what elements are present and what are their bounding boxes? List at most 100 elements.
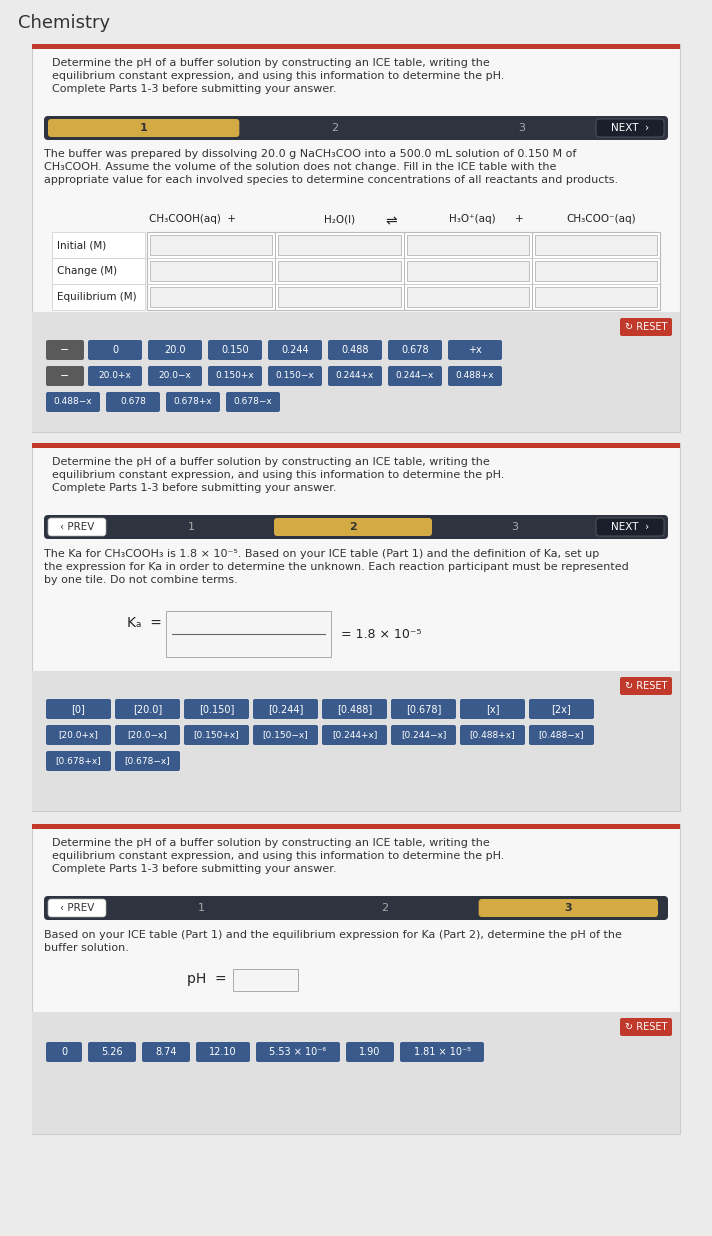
Text: 3: 3: [511, 522, 518, 531]
Bar: [52, 284, 145, 310]
Text: [0.244]: [0.244]: [268, 705, 303, 714]
Text: Equilibrium (M): Equilibrium (M): [57, 292, 137, 302]
FancyBboxPatch shape: [46, 392, 100, 412]
Text: 5.26: 5.26: [101, 1047, 122, 1057]
FancyBboxPatch shape: [46, 726, 111, 745]
Text: [0.678−x]: [0.678−x]: [125, 756, 170, 765]
Text: Chemistry: Chemistry: [18, 14, 110, 32]
FancyBboxPatch shape: [148, 366, 202, 386]
Bar: [32, 44, 680, 49]
Text: 3: 3: [565, 904, 572, 913]
Text: Initial (M): Initial (M): [57, 240, 106, 250]
Text: 0.678: 0.678: [401, 345, 429, 355]
Bar: [32, 824, 680, 1133]
Text: ↻ RESET: ↻ RESET: [625, 681, 667, 691]
Text: Determine the pH of a buffer solution by constructing an ICE table, writing the
: Determine the pH of a buffer solution by…: [52, 58, 504, 94]
Bar: [535, 287, 657, 307]
FancyBboxPatch shape: [196, 1042, 250, 1062]
FancyBboxPatch shape: [184, 700, 249, 719]
Text: 1.90: 1.90: [360, 1047, 381, 1057]
FancyBboxPatch shape: [400, 1042, 484, 1062]
Bar: [535, 235, 657, 255]
FancyBboxPatch shape: [88, 340, 142, 360]
Bar: [150, 287, 272, 307]
Text: 20.0−x: 20.0−x: [159, 372, 192, 381]
FancyBboxPatch shape: [388, 366, 442, 386]
FancyBboxPatch shape: [226, 392, 280, 412]
Text: [0]: [0]: [72, 705, 85, 714]
FancyBboxPatch shape: [44, 116, 668, 140]
Text: 3: 3: [518, 124, 525, 133]
FancyBboxPatch shape: [208, 366, 262, 386]
FancyBboxPatch shape: [115, 726, 180, 745]
Bar: [407, 287, 529, 307]
FancyBboxPatch shape: [620, 1018, 672, 1036]
Text: ↻ RESET: ↻ RESET: [625, 323, 667, 332]
FancyBboxPatch shape: [268, 340, 322, 360]
Text: 0.244: 0.244: [281, 345, 309, 355]
Bar: [32, 442, 680, 811]
FancyBboxPatch shape: [44, 515, 668, 539]
Text: [0.488]: [0.488]: [337, 705, 372, 714]
Text: Based on your ICE table (Part 1) and the equilibrium expression for Ka (Part 2),: Based on your ICE table (Part 1) and the…: [44, 929, 622, 953]
FancyBboxPatch shape: [388, 340, 442, 360]
FancyBboxPatch shape: [596, 518, 664, 536]
FancyBboxPatch shape: [256, 1042, 340, 1062]
Text: 12.10: 12.10: [209, 1047, 237, 1057]
Bar: [32, 824, 680, 829]
Text: 0.678−x: 0.678−x: [234, 398, 273, 407]
Text: pH  =: pH =: [187, 971, 227, 986]
Text: NEXT  ›: NEXT ›: [611, 124, 649, 133]
Text: [0.150−x]: [0.150−x]: [263, 730, 308, 739]
FancyBboxPatch shape: [106, 392, 160, 412]
FancyBboxPatch shape: [46, 1042, 82, 1062]
FancyBboxPatch shape: [46, 340, 84, 360]
FancyBboxPatch shape: [322, 726, 387, 745]
FancyBboxPatch shape: [46, 366, 84, 386]
FancyBboxPatch shape: [208, 340, 262, 360]
Bar: [32, 1012, 680, 1133]
FancyBboxPatch shape: [391, 726, 456, 745]
Text: 1: 1: [140, 124, 147, 133]
Text: 1: 1: [198, 904, 205, 913]
FancyBboxPatch shape: [48, 899, 106, 917]
FancyBboxPatch shape: [253, 700, 318, 719]
Bar: [150, 235, 272, 255]
FancyBboxPatch shape: [322, 700, 387, 719]
Text: 1: 1: [187, 522, 194, 531]
Text: 2: 2: [349, 522, 357, 531]
Text: H₃O⁺(aq): H₃O⁺(aq): [449, 214, 496, 224]
Text: 0.678: 0.678: [120, 398, 146, 407]
FancyBboxPatch shape: [596, 119, 664, 137]
FancyBboxPatch shape: [274, 518, 432, 536]
FancyBboxPatch shape: [478, 899, 658, 917]
Text: −: −: [61, 371, 70, 381]
Text: 0.678+x: 0.678+x: [174, 398, 212, 407]
Text: 2: 2: [332, 124, 339, 133]
FancyBboxPatch shape: [448, 366, 502, 386]
Text: 8.74: 8.74: [155, 1047, 177, 1057]
Text: [20.0]: [20.0]: [133, 705, 162, 714]
Text: 5.53 × 10⁻⁶: 5.53 × 10⁻⁶: [269, 1047, 327, 1057]
FancyBboxPatch shape: [115, 700, 180, 719]
Text: ↻ RESET: ↻ RESET: [625, 1022, 667, 1032]
Text: [0.150+x]: [0.150+x]: [194, 730, 239, 739]
FancyBboxPatch shape: [529, 726, 594, 745]
Bar: [166, 611, 331, 658]
FancyBboxPatch shape: [46, 700, 111, 719]
FancyBboxPatch shape: [142, 1042, 190, 1062]
Text: [0.678+x]: [0.678+x]: [56, 756, 101, 765]
FancyBboxPatch shape: [166, 392, 220, 412]
Text: 2: 2: [382, 904, 389, 913]
Text: 20.0: 20.0: [164, 345, 186, 355]
FancyBboxPatch shape: [268, 366, 322, 386]
FancyBboxPatch shape: [148, 340, 202, 360]
Text: 0.488−x: 0.488−x: [53, 398, 93, 407]
FancyBboxPatch shape: [44, 896, 668, 920]
Text: [0.488+x]: [0.488+x]: [470, 730, 515, 739]
FancyBboxPatch shape: [88, 1042, 136, 1062]
Text: The Ka for CH₃COOH₃ is 1.8 × 10⁻⁵. Based on your ICE table (Part 1) and the defi: The Ka for CH₃COOH₃ is 1.8 × 10⁻⁵. Based…: [44, 549, 629, 586]
FancyBboxPatch shape: [460, 700, 525, 719]
Text: +x: +x: [468, 345, 482, 355]
Bar: [52, 258, 145, 284]
